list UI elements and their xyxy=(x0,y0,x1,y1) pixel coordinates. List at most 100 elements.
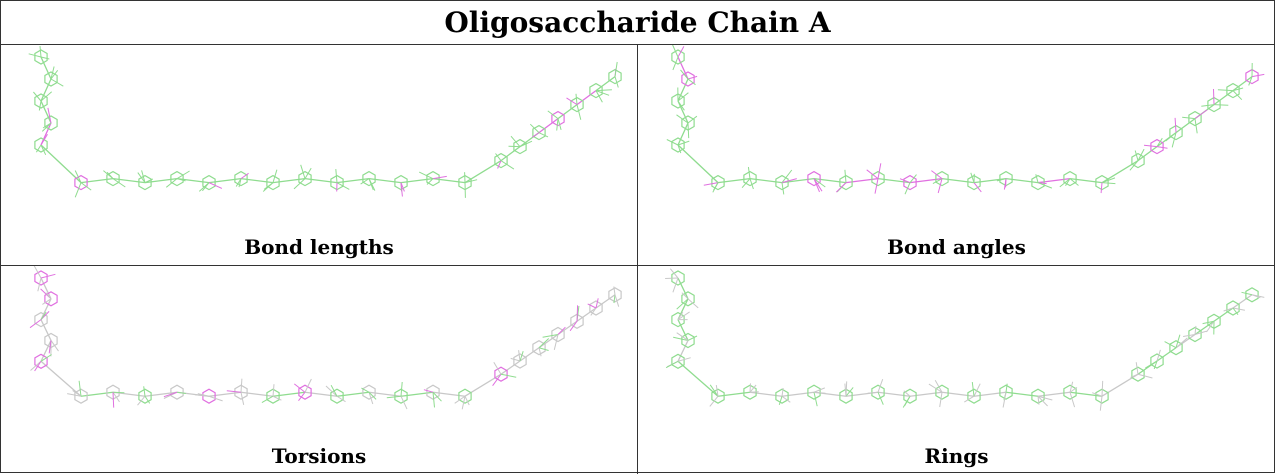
substituent-bond xyxy=(325,385,338,397)
substituent-bond xyxy=(40,133,48,146)
substituent-bond xyxy=(781,178,797,184)
chain-bond xyxy=(557,104,578,120)
substituent-bond xyxy=(1201,104,1215,107)
substituent-bond xyxy=(293,383,306,393)
sugar-ring xyxy=(671,353,685,369)
sugar-ring xyxy=(74,174,88,191)
substituent-bond xyxy=(877,392,884,405)
row-divider-right xyxy=(638,265,1275,266)
substituent-bond xyxy=(1037,396,1040,405)
substituent-bond xyxy=(741,178,751,189)
substituent-bond xyxy=(973,383,981,397)
substituent-bond xyxy=(677,100,685,111)
chain-bond xyxy=(941,177,975,184)
substituent-bond xyxy=(304,167,312,179)
substituent-bond xyxy=(665,360,679,369)
chain-bond xyxy=(576,307,597,322)
sugar-ring xyxy=(807,384,821,400)
substituent-bond xyxy=(902,395,911,408)
substituent-bond xyxy=(1069,178,1079,186)
substituent-bond xyxy=(1183,334,1196,337)
substituent-bond xyxy=(899,178,911,184)
chain-bond xyxy=(40,78,52,102)
sugar-ring xyxy=(532,124,546,141)
sugar-ring xyxy=(1169,124,1183,141)
substituent-bond xyxy=(368,392,374,405)
sugar-ring xyxy=(1095,174,1109,191)
substituent-bond xyxy=(576,305,579,322)
sugar-ring xyxy=(935,170,949,187)
substituent-bond xyxy=(590,307,597,316)
substituent-bond xyxy=(272,384,275,397)
substituent-bond xyxy=(298,391,306,402)
chain-bond xyxy=(304,177,338,184)
sugar-ring xyxy=(234,170,248,187)
sugar-ring xyxy=(807,170,821,187)
substituent-bond xyxy=(547,110,559,120)
substituent-bond xyxy=(495,153,502,161)
substituent-bond xyxy=(137,395,146,406)
substituent-bond xyxy=(874,178,879,194)
sugar-ring xyxy=(44,291,58,307)
substituent-bond xyxy=(423,389,434,393)
sugar-ring xyxy=(266,388,280,404)
panel-bond-lengths: Bond lengths xyxy=(1,45,637,265)
sugar-ring xyxy=(551,326,565,343)
substituent-bond xyxy=(1232,307,1245,311)
substituent-bond xyxy=(50,69,59,80)
substituent-bond xyxy=(677,311,684,320)
substituent-bond xyxy=(464,179,478,184)
substituent-bond xyxy=(1232,87,1244,92)
substituent-bond xyxy=(1005,383,1008,393)
substituent-bond xyxy=(778,396,783,405)
substituent-bond xyxy=(614,61,618,77)
substituent-bond xyxy=(687,122,690,139)
chain-bond xyxy=(941,391,975,397)
sugar-ring xyxy=(1150,138,1164,155)
substituent-bond xyxy=(665,277,679,279)
chain-bond xyxy=(677,144,719,184)
substituent-bond xyxy=(519,351,524,362)
substituent-bond xyxy=(418,171,434,180)
substituent-bond xyxy=(939,392,943,408)
substituent-bond xyxy=(1137,373,1153,379)
substituent-bond xyxy=(30,360,42,371)
substituent-bond xyxy=(687,298,699,309)
substituent-bond xyxy=(400,182,403,197)
panel-bond-lengths-structure xyxy=(28,46,622,198)
substituent-bond xyxy=(78,380,82,397)
substituent-bond xyxy=(587,303,597,309)
sugar-ring xyxy=(234,384,248,400)
substituent-bond xyxy=(368,391,377,400)
substituent-bond xyxy=(33,266,42,279)
substituent-bond xyxy=(749,383,751,393)
substituent-bond xyxy=(50,66,55,80)
substituent-bond xyxy=(1101,182,1116,185)
chain-bond xyxy=(432,177,466,184)
substituent-bond xyxy=(1182,116,1196,120)
substituent-bond xyxy=(50,340,59,352)
substituent-bond xyxy=(500,160,515,170)
chain-bond xyxy=(144,177,178,184)
substituent-bond xyxy=(432,391,442,402)
substituent-bond xyxy=(669,268,679,279)
sugar-ring xyxy=(1131,152,1145,169)
substituent-bond xyxy=(40,56,50,60)
sugar-ring xyxy=(839,388,853,404)
substituent-bond xyxy=(1002,392,1007,408)
substituent-bond xyxy=(934,379,943,393)
chain-bond xyxy=(1213,307,1234,322)
sugar-ring xyxy=(106,170,120,187)
substituent-bond xyxy=(432,175,447,180)
substituent-bond xyxy=(844,383,847,397)
substituent-bond xyxy=(1099,396,1103,411)
substituent-bond xyxy=(835,182,847,193)
chain-bond xyxy=(272,391,306,397)
substituent-bond xyxy=(666,139,679,146)
substituent-bond xyxy=(687,75,698,80)
substituent-bond xyxy=(937,178,943,194)
substituent-bond xyxy=(1251,73,1265,78)
sugar-ring xyxy=(967,174,981,191)
substituent-bond xyxy=(677,140,690,146)
substituent-bond xyxy=(176,391,186,394)
